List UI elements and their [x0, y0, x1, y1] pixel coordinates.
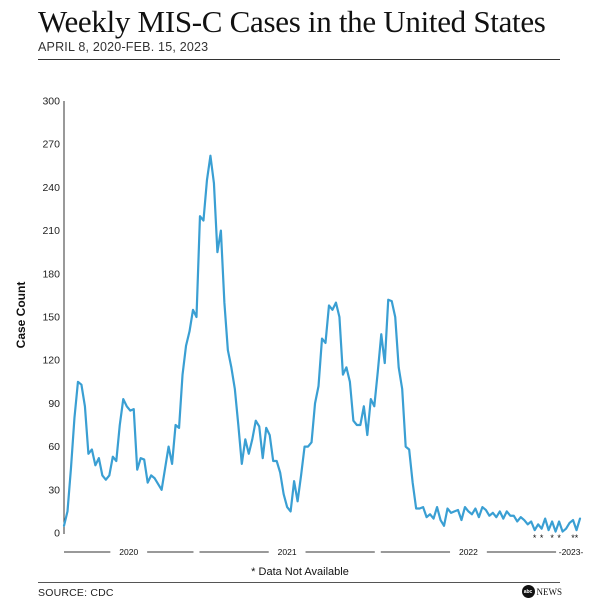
missing-data-marker: * — [557, 533, 561, 543]
missing-data-marker: * — [571, 533, 575, 543]
chart-title: Weekly MIS-C Cases in the United States — [38, 4, 546, 39]
title-divider — [38, 59, 560, 60]
data-note: * Data Not Available — [251, 566, 349, 578]
missing-data-marker: * — [533, 533, 537, 543]
y-tick-label: 90 — [48, 398, 60, 410]
y-tick-label: 270 — [42, 139, 60, 151]
x-year-label: 2021 — [278, 547, 297, 557]
y-tick-label: 150 — [42, 312, 60, 324]
missing-data-marker: * — [540, 533, 544, 543]
y-tick-label: 210 — [42, 225, 60, 237]
y-tick-label: 240 — [42, 182, 60, 194]
y-tick-label: 300 — [42, 96, 60, 108]
y-tick-label: 30 — [48, 484, 60, 496]
x-year-label: 2020 — [119, 547, 138, 557]
source-credit: SOURCE: CDC — [38, 587, 114, 599]
y-tick-label: 120 — [42, 355, 60, 367]
footer-divider — [38, 582, 560, 583]
y-tick-label: 60 — [48, 441, 60, 453]
y-tick-label: 180 — [42, 268, 60, 280]
logo-text: NEWS — [536, 586, 563, 597]
series-line — [62, 154, 582, 533]
x-year-label: 2022 — [459, 547, 478, 557]
y-tick-label: 0 — [54, 528, 60, 540]
missing-data-marker: * — [575, 533, 579, 543]
missing-data-marker: * — [550, 533, 554, 543]
x-year-label: -2023- — [559, 547, 584, 557]
abc-logo-icon: abc — [521, 585, 535, 598]
abc-news-logo: abc NEWS — [521, 585, 563, 598]
chart-subtitle: APRIL 8, 2020-FEB. 15, 2023 — [38, 40, 209, 54]
